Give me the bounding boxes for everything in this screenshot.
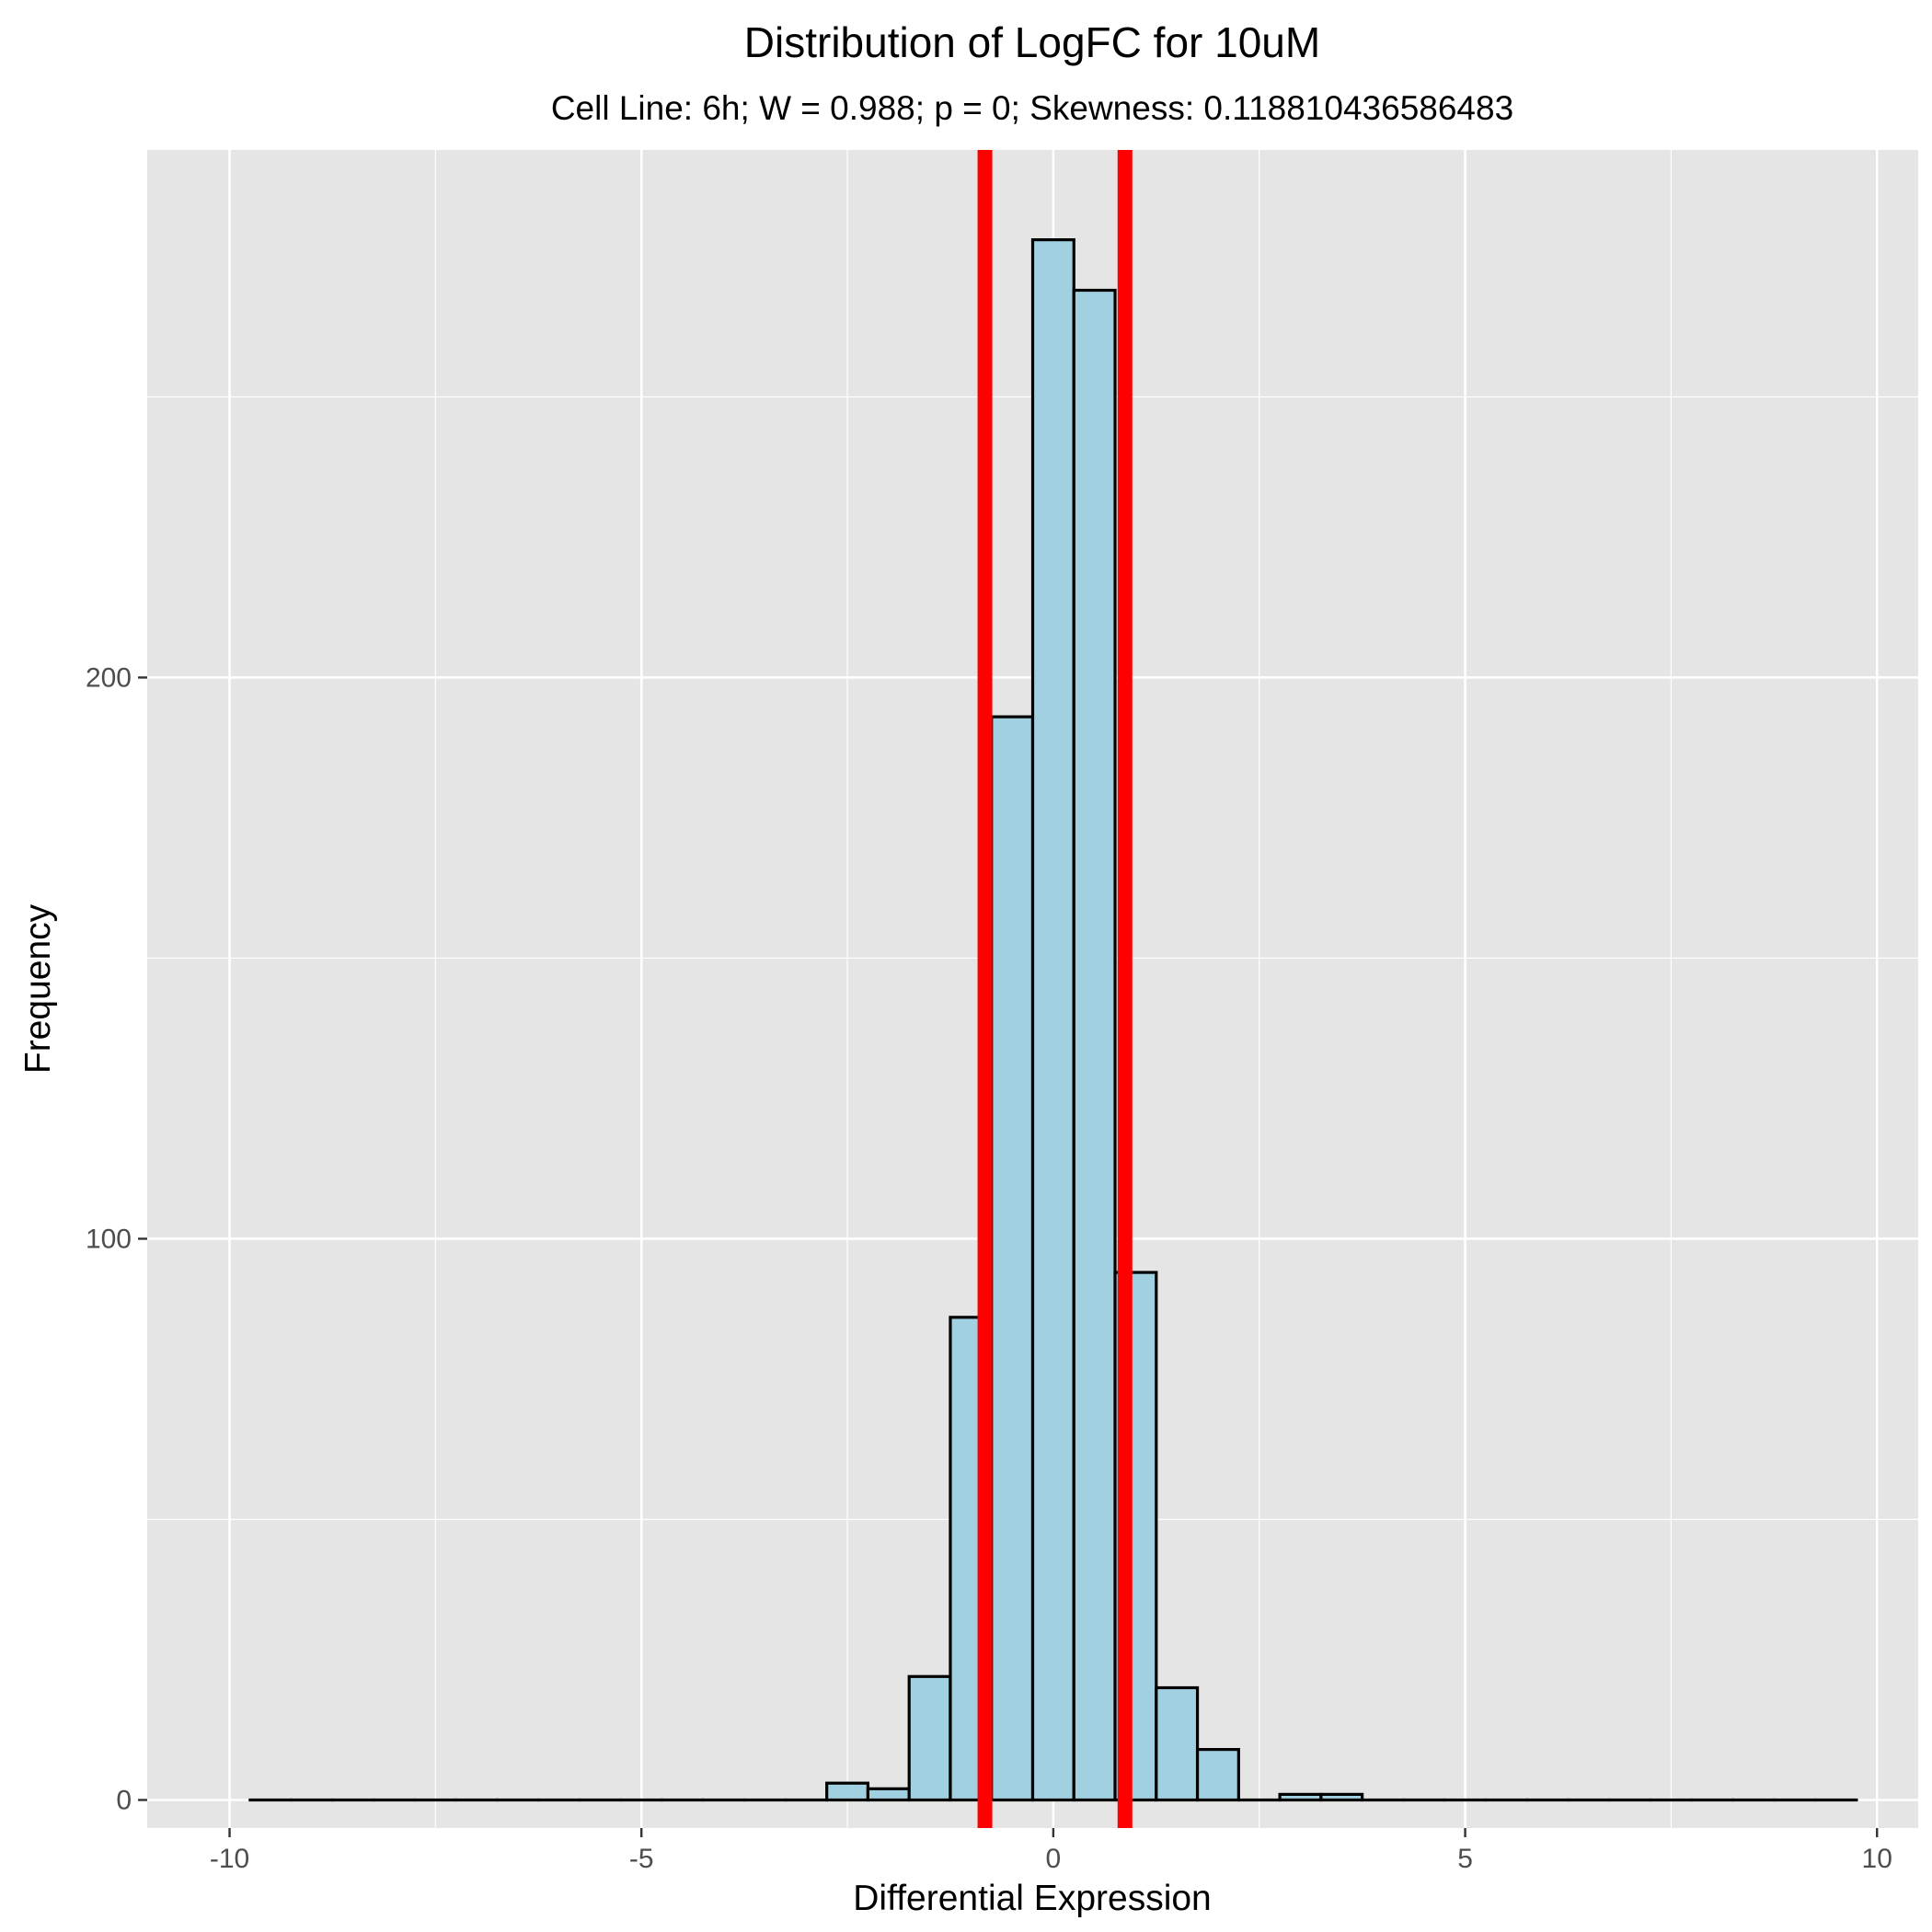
histogram-bar: [1195, 1747, 1240, 1802]
histogram-bar: [825, 1781, 870, 1802]
x-tick-label: 5: [1457, 1844, 1473, 1874]
y-tick-label: 100: [86, 1224, 132, 1254]
y-axis-title: Frequency: [18, 903, 58, 1074]
x-axis-title: Differential Expression: [853, 1879, 1211, 1918]
chart-subtitle: Cell Line: 6h; W = 0.988; p = 0; Skewnes…: [551, 89, 1513, 127]
y-tick-label: 200: [86, 662, 132, 693]
x-tick-label: 10: [1862, 1844, 1892, 1874]
x-tick-label: -10: [210, 1844, 249, 1874]
histogram-bar: [907, 1674, 952, 1802]
histogram-bar: [1155, 1685, 1200, 1802]
histogram-bar: [1072, 288, 1117, 1802]
threshold-lines: [977, 150, 1133, 1828]
x-tick-label: -5: [629, 1844, 654, 1874]
histogram-bar: [1030, 238, 1075, 1802]
histogram-bar: [1278, 1792, 1323, 1802]
x-tick-label: 0: [1046, 1844, 1062, 1874]
histogram-bars: [248, 238, 1858, 1802]
chart-title: Distribution of LogFC for 10uM: [744, 18, 1320, 66]
histogram-bar: [866, 1787, 911, 1802]
y-tick-label: 0: [116, 1785, 132, 1815]
histogram-bar: [1319, 1792, 1364, 1802]
histogram-bar: [990, 715, 1035, 1802]
